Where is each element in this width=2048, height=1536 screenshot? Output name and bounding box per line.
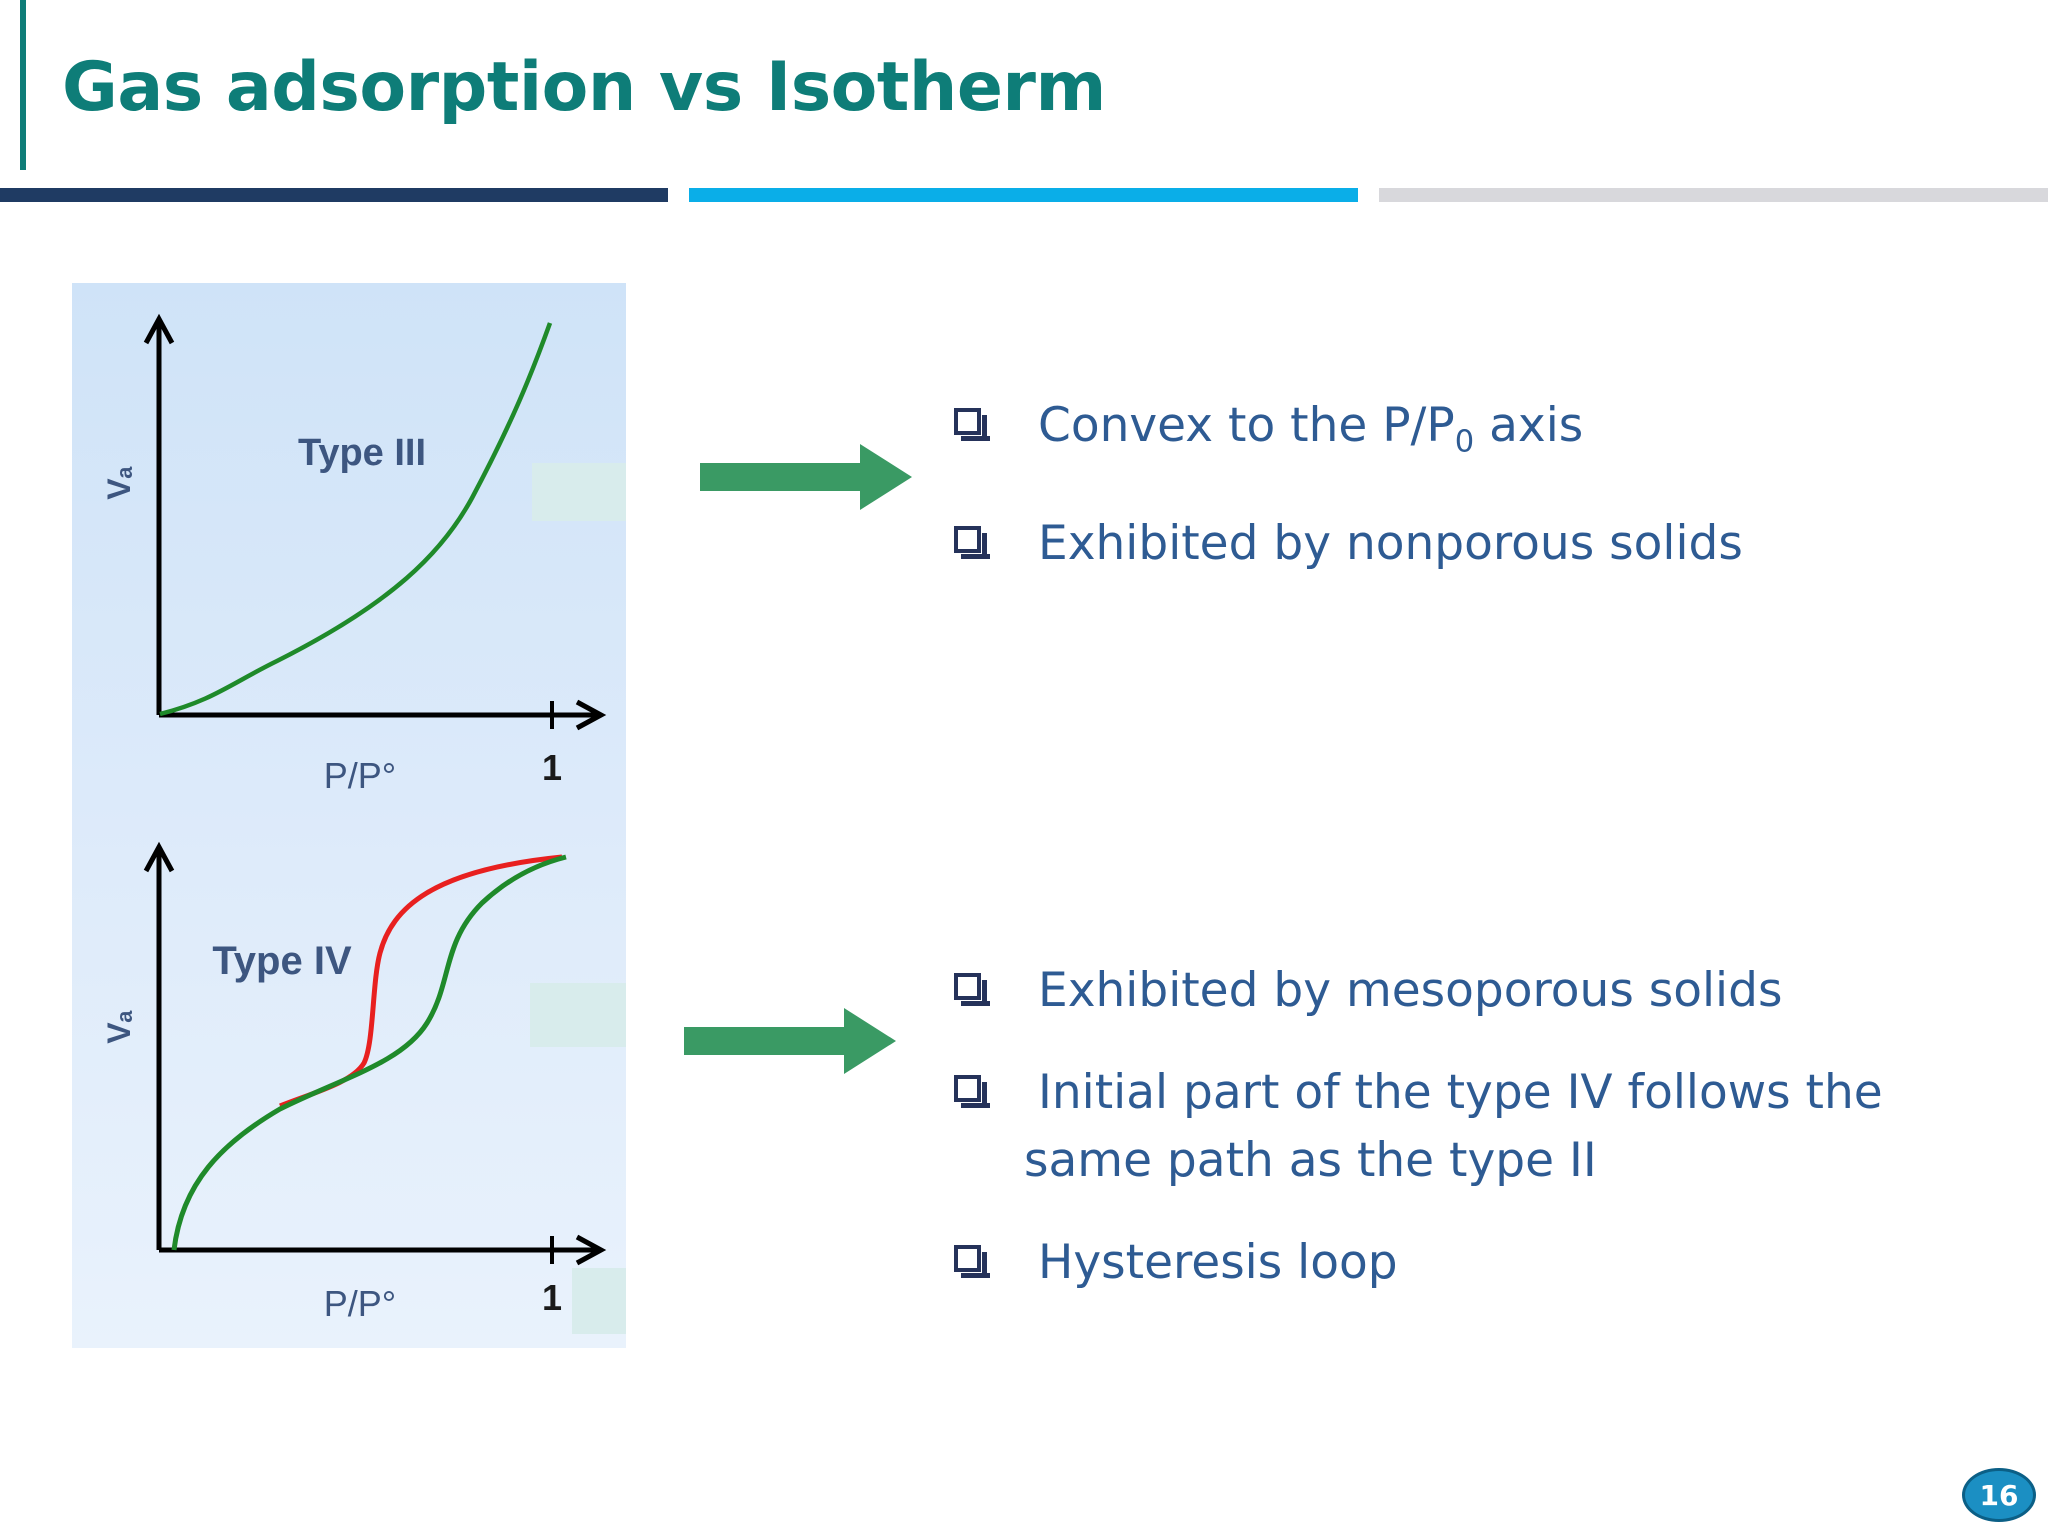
checkbox-icon xyxy=(954,1245,990,1278)
type-iii-bullets: Convex to the P/P0 axis Exhibited by non… xyxy=(950,392,1743,578)
type-iv-bullets: Exhibited by mesoporous solids Initial p… xyxy=(950,957,1958,1297)
panel-2-x-tick-label: 1 xyxy=(542,1277,562,1318)
panel-1-x-arrowhead xyxy=(575,699,607,731)
slide-title: Gas adsorption vs Isotherm xyxy=(62,48,1106,127)
bullet-text: Convex to the P/P xyxy=(1038,398,1455,453)
header-rule-grey xyxy=(1379,188,2048,202)
panel-1-curve xyxy=(159,322,553,717)
checkbox-icon xyxy=(954,408,990,441)
panel-1-label: Type III xyxy=(298,432,426,474)
header-rule-dark xyxy=(0,188,668,202)
panel-1-x-tick-label: 1 xyxy=(542,747,562,788)
bullet-text: Hysteresis loop xyxy=(1038,1235,1398,1290)
checkbox-icon xyxy=(954,973,990,1006)
panel-2-x-label: P/P° xyxy=(324,1283,396,1324)
panel-2-highlight-1 xyxy=(530,983,626,1047)
header-rule-blue xyxy=(689,188,1358,202)
bullet-text: Exhibited by mesoporous solids xyxy=(1038,963,1783,1018)
bullet-text: axis xyxy=(1474,398,1584,453)
subscript: 0 xyxy=(1454,424,1475,460)
panel-2-y-label: Vₐ xyxy=(101,1010,137,1043)
bullet-text: Exhibited by nonporous solids xyxy=(1038,516,1743,572)
bullet-text-continued: same path as the type II xyxy=(1024,1133,1597,1188)
checkbox-icon xyxy=(954,526,990,560)
panel-1-x-label: P/P° xyxy=(324,755,396,796)
isotherm-figure: Type III Vₐ P/P° 1 Type IV Vₐ P/P° 1 xyxy=(72,283,626,1348)
page-number-badge: 16 xyxy=(1962,1468,2036,1522)
bullet-text: Initial part of the type IV follows the xyxy=(1038,1065,1883,1120)
panel-2-label: Type IV xyxy=(212,939,352,983)
panel-2-adsorption-curve xyxy=(171,854,567,1251)
bullet-mesoporous: Exhibited by mesoporous solids xyxy=(950,957,1958,1025)
bullet-hysteresis: Hysteresis loop xyxy=(950,1229,1958,1297)
bullet-nonporous: Exhibited by nonporous solids xyxy=(950,510,1743,578)
isotherm-diagram: Type III Vₐ P/P° 1 Type IV Vₐ P/P° 1 xyxy=(101,313,626,1334)
panel-type-iii: Type III Vₐ P/P° 1 xyxy=(101,313,626,796)
panel-type-iv: Type IV Vₐ P/P° 1 xyxy=(101,841,626,1334)
checkbox-icon xyxy=(954,1075,990,1108)
panel-2-y-arrowhead xyxy=(143,841,175,873)
panel-1-y-label: Vₐ xyxy=(101,466,137,499)
arrow-right-icon xyxy=(700,444,912,510)
panel-1-y-arrowhead xyxy=(143,313,175,345)
panel-1-highlight xyxy=(532,463,626,521)
arrow-right-icon xyxy=(684,1008,896,1074)
panel-2-x-arrowhead xyxy=(575,1234,607,1266)
panel-2-highlight-2 xyxy=(572,1268,626,1334)
title-accent-bar xyxy=(20,0,26,170)
bullet-initial-part: Initial part of the type IV follows the … xyxy=(950,1059,1958,1195)
bullet-convex: Convex to the P/P0 axis xyxy=(950,392,1743,476)
